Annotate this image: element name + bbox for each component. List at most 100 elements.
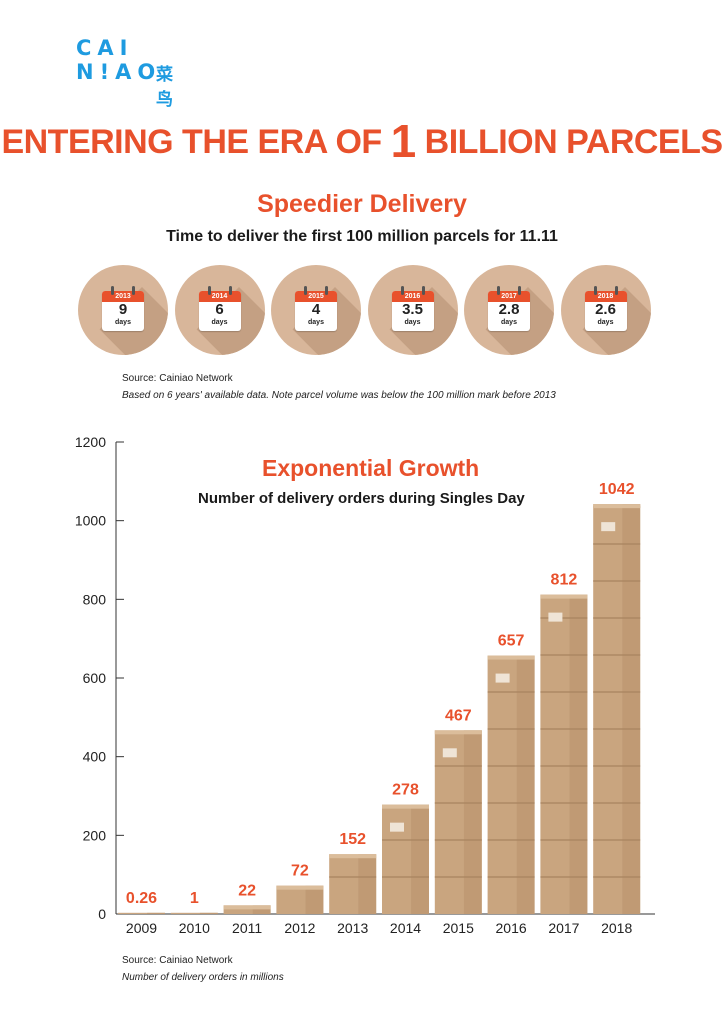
- x-tick-label: 2016: [496, 920, 527, 936]
- bar-value-label: 467: [445, 707, 472, 724]
- calendar-year: 2018: [584, 291, 627, 302]
- bar-shade: [252, 905, 271, 914]
- x-tick-label: 2012: [284, 920, 315, 936]
- calendar-circle: 2014 6 days: [174, 265, 265, 355]
- page-headline: ENTERING THE ERA OF 1 BILLION PARCELS: [0, 114, 724, 168]
- box-label-sticker: [495, 673, 510, 683]
- x-tick-label: 2014: [390, 920, 421, 936]
- y-tick-label: 200: [83, 827, 107, 843]
- bar-top: [593, 504, 641, 509]
- bar-value-label: 72: [291, 863, 309, 880]
- calendar-unit: days: [211, 319, 228, 326]
- y-tick-label: 1000: [75, 513, 106, 529]
- calendar-year: 2016: [391, 291, 434, 302]
- calendar-year: 2013: [102, 291, 144, 302]
- bar-top: [540, 594, 588, 599]
- calendar-unit: days: [501, 319, 517, 326]
- calendar-icon: 2016 3.5 days: [389, 285, 458, 355]
- calendar-unit: days: [404, 319, 421, 326]
- bar-top: [276, 885, 324, 890]
- bar-value-label: 22: [238, 882, 256, 899]
- chart-subtitle: Number of delivery orders during Singles…: [198, 490, 525, 507]
- calendar-ring: [518, 286, 521, 295]
- speedier-source: Source: Cainiao Network: [122, 373, 233, 384]
- speedier-footnote: Based on 6 years' available data. Note p…: [122, 390, 556, 401]
- box-label-sticker: [601, 522, 616, 532]
- logo-chinese: 菜鸟: [156, 65, 173, 110]
- x-tick-label: 2011: [232, 920, 262, 936]
- headline-after: BILLION PARCELS: [415, 123, 723, 161]
- calendar-ring: [228, 286, 232, 295]
- calendar-icon: 2014 6 days: [196, 285, 265, 355]
- box-label-sticker: [548, 612, 563, 622]
- calendar-value: 4: [311, 301, 321, 318]
- bar: [118, 912, 165, 914]
- speedier-title: Speedier Delivery: [257, 190, 467, 218]
- x-tick-label: 2010: [179, 920, 210, 936]
- x-tick-label: 2013: [337, 920, 368, 936]
- calendar-unit: days: [308, 319, 324, 326]
- box-label-sticker: [442, 748, 457, 758]
- calendar-ring: [614, 286, 618, 295]
- calendar-ring: [207, 286, 211, 295]
- x-tick-label: 2017: [548, 920, 579, 936]
- calendar-ring: [421, 286, 425, 295]
- calendar-icon: 2018 2.6 days: [582, 285, 651, 355]
- calendar-ring: [400, 286, 404, 295]
- x-tick-label: 2018: [601, 920, 632, 936]
- calendar-circle: 2013 9 days: [78, 265, 168, 355]
- delivery-time-calendars: 2013 9 days 2014 6 days 2015 4 days 2016 3.5 days 20…: [78, 265, 651, 357]
- bar-value-label: 657: [498, 633, 525, 650]
- headline-before: ENTERING THE ERA OF: [1, 123, 391, 161]
- bar-shade: [147, 912, 165, 914]
- y-tick-label: 0: [98, 906, 106, 922]
- calendar-value: 9: [118, 301, 128, 318]
- calendar-circle: 2015 4 days: [271, 265, 361, 355]
- bar-shade: [411, 804, 429, 914]
- bar-value-label: 1042: [599, 481, 635, 498]
- calendar-ring: [325, 286, 328, 295]
- bar: [170, 912, 218, 914]
- logo-line-1: CAI: [76, 36, 134, 60]
- bar-shade: [199, 912, 218, 914]
- bar-value-label: 0.26: [126, 890, 157, 907]
- calendar-value: 2.8: [498, 301, 520, 318]
- bar-top: [487, 655, 535, 660]
- chart-source: Source: Cainiao Network: [122, 955, 233, 966]
- bar-value-label: 812: [551, 572, 578, 589]
- chart-title: Exponential Growth: [262, 455, 480, 481]
- bar-value-label: 1: [190, 890, 199, 907]
- calendar-circle: 2017 2.8 days: [464, 265, 554, 355]
- bar-shade: [305, 885, 324, 914]
- y-tick-label: 600: [83, 670, 107, 686]
- x-tick-label: 2009: [126, 920, 157, 936]
- bar-shade: [622, 504, 641, 914]
- calendar-circle: 2016 3.5 days: [367, 265, 458, 355]
- bar-shade: [463, 730, 482, 914]
- bar-shade: [569, 594, 588, 914]
- bar-top: [434, 730, 482, 735]
- y-tick-label: 800: [83, 591, 107, 607]
- headline-number: 1: [390, 115, 417, 167]
- calendar-value: 6: [215, 301, 224, 318]
- calendar-ring: [304, 286, 307, 295]
- calendar-unit: days: [115, 319, 131, 326]
- bar-value-label: 152: [339, 831, 366, 848]
- y-tick-label: 1200: [75, 434, 106, 450]
- calendar-value: 3.5: [402, 301, 423, 318]
- calendar-circle: 2018 2.6 days: [560, 265, 651, 355]
- logo-line-2: N!AO: [76, 60, 162, 84]
- calendar-icon: 2015 4 days: [292, 285, 361, 355]
- bar-value-label: 278: [392, 782, 419, 799]
- bar: [223, 905, 271, 914]
- bar-top: [223, 905, 271, 910]
- chart-note: Number of delivery orders in millions: [122, 972, 284, 983]
- calendar-ring: [111, 286, 114, 295]
- y-tick-label: 400: [83, 749, 107, 765]
- calendar-year: 2015: [295, 291, 337, 302]
- x-tick-label: 2015: [443, 920, 474, 936]
- calendar-icon: 2013 9 days: [99, 285, 168, 355]
- speedier-subtitle: Time to deliver the first 100 million pa…: [166, 228, 558, 245]
- calendar-icon: 2017 2.8 days: [485, 285, 554, 355]
